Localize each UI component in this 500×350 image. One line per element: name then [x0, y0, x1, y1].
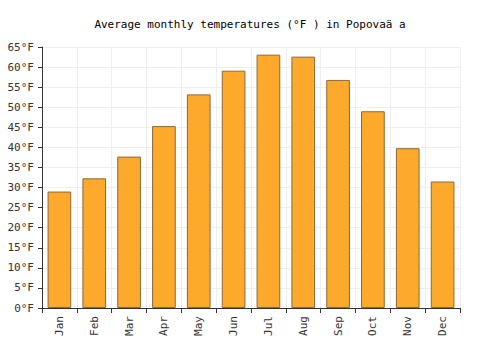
svg-text:45°F: 45°F: [8, 121, 35, 134]
svg-text:Apr: Apr: [157, 316, 170, 336]
svg-text:20°F: 20°F: [8, 221, 35, 234]
svg-text:May: May: [192, 316, 205, 336]
svg-text:10°F: 10°F: [8, 261, 35, 274]
svg-text:Jul: Jul: [262, 316, 275, 336]
svg-text:65°F: 65°F: [8, 41, 35, 54]
svg-text:Sep: Sep: [332, 316, 345, 336]
svg-text:30°F: 30°F: [8, 181, 35, 194]
svg-text:Aug: Aug: [297, 316, 310, 336]
svg-text:Nov: Nov: [401, 316, 414, 336]
svg-text:Average monthly temperatures (: Average monthly temperatures (°F ) in Po…: [94, 18, 405, 31]
svg-text:55°F: 55°F: [8, 81, 35, 94]
svg-text:60°F: 60°F: [8, 61, 35, 74]
svg-text:25°F: 25°F: [8, 201, 35, 214]
svg-text:5°F: 5°F: [14, 281, 34, 294]
svg-text:Jun: Jun: [227, 316, 240, 336]
svg-text:50°F: 50°F: [8, 101, 35, 114]
svg-text:Oct: Oct: [366, 316, 379, 336]
svg-text:15°F: 15°F: [8, 241, 35, 254]
svg-text:Jan: Jan: [53, 316, 66, 336]
svg-text:35°F: 35°F: [8, 161, 35, 174]
svg-text:0°F: 0°F: [14, 302, 34, 315]
svg-text:Mar: Mar: [123, 316, 136, 336]
svg-text:Dec: Dec: [436, 316, 449, 336]
svg-text:40°F: 40°F: [8, 141, 35, 154]
svg-text:Feb: Feb: [88, 316, 101, 336]
